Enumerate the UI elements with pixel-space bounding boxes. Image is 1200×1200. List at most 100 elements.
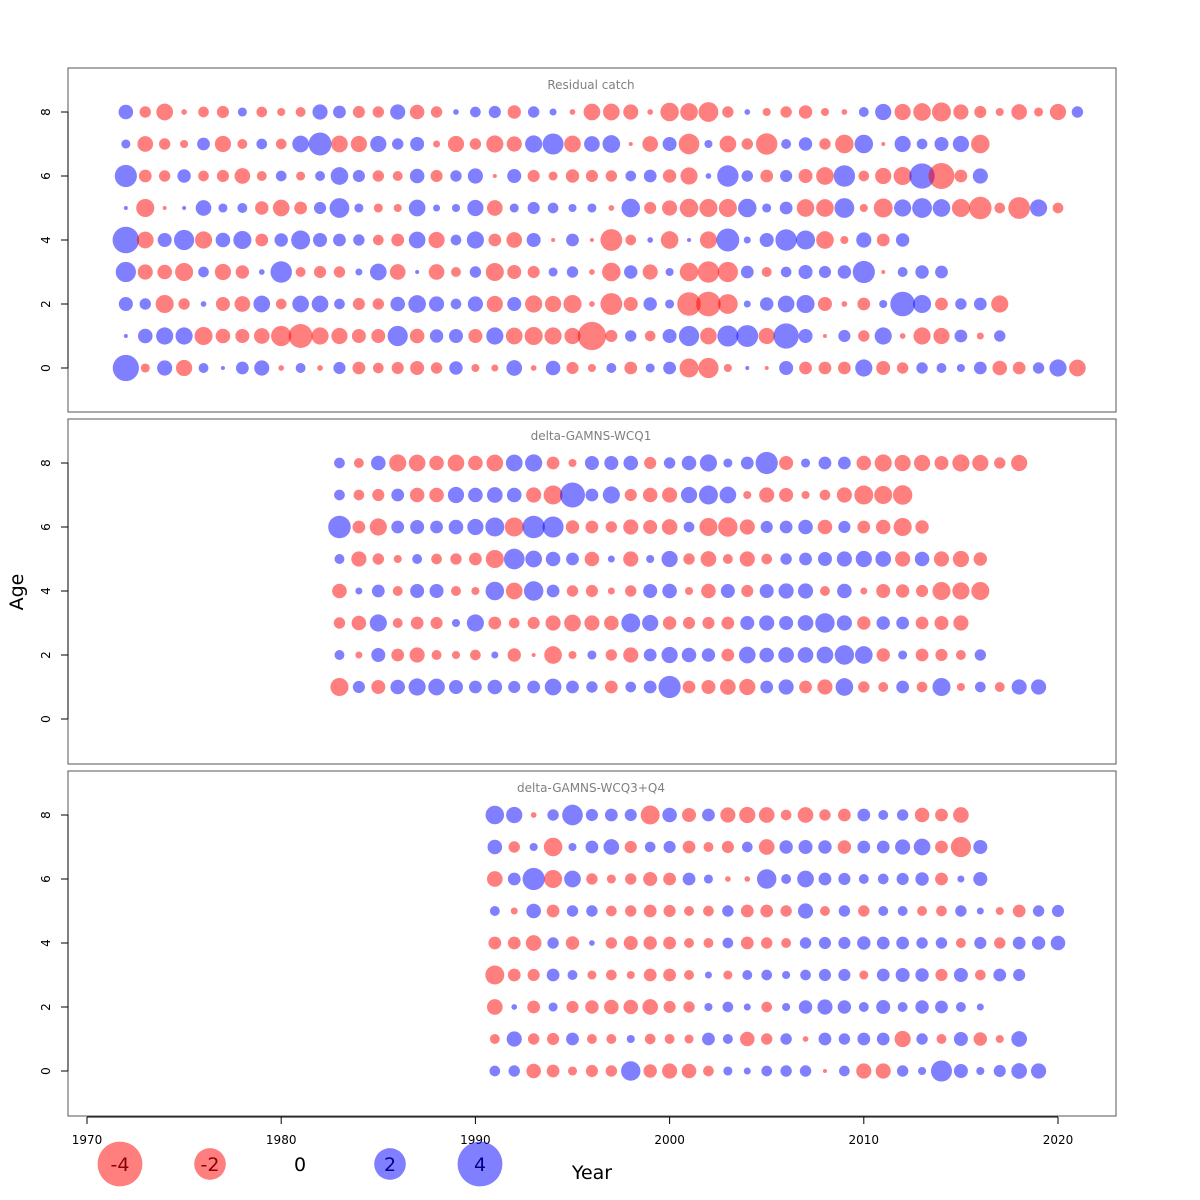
bubble <box>890 291 915 317</box>
bubble <box>661 550 678 568</box>
bubble <box>606 363 617 373</box>
bubble <box>112 226 140 254</box>
bubble <box>511 1004 518 1010</box>
bubble <box>760 937 773 949</box>
bubble <box>564 870 581 888</box>
bubble <box>216 169 230 183</box>
bubble <box>893 517 912 537</box>
bubble <box>295 267 306 277</box>
bubble <box>647 237 654 243</box>
bubble <box>157 264 172 280</box>
bubble <box>352 297 365 311</box>
bubble <box>296 171 306 181</box>
bubble <box>390 104 406 120</box>
bubble <box>527 1000 541 1014</box>
bubble <box>643 297 657 311</box>
bubble <box>818 361 832 375</box>
bubble <box>489 1034 500 1044</box>
bubble <box>994 202 1006 214</box>
bubble <box>315 171 326 181</box>
bubble <box>716 228 740 252</box>
bubble <box>760 520 773 534</box>
bubble <box>935 648 948 662</box>
bubble <box>392 138 404 150</box>
bubble <box>566 680 579 694</box>
bubble <box>679 198 699 218</box>
bubble <box>529 842 538 852</box>
bubble <box>625 234 637 246</box>
bubble <box>856 455 872 471</box>
bubble <box>114 164 137 188</box>
bubble <box>506 1031 522 1047</box>
bubble <box>858 170 870 182</box>
bubble <box>526 903 541 919</box>
bubble <box>585 584 598 598</box>
bubble <box>662 487 678 503</box>
bubble <box>470 649 481 661</box>
bubble <box>448 519 464 535</box>
bubble <box>954 169 968 183</box>
bubble <box>566 585 579 597</box>
bubble <box>662 328 677 344</box>
bubble <box>1051 904 1065 918</box>
bubble <box>913 327 931 345</box>
bubble <box>680 167 698 185</box>
bubble <box>875 103 892 121</box>
bubble <box>485 965 505 985</box>
bubble <box>451 203 461 213</box>
bubble <box>1012 361 1026 375</box>
bubble <box>605 1065 618 1077</box>
bubble <box>896 809 909 821</box>
bubble <box>745 365 750 371</box>
bubble <box>857 808 871 822</box>
bubble <box>701 679 716 695</box>
bubble <box>391 648 405 662</box>
bubble <box>957 875 965 883</box>
bubble <box>935 265 948 279</box>
bubble <box>852 260 875 284</box>
bubble <box>930 1060 952 1082</box>
bubble <box>491 651 499 659</box>
bubble <box>485 805 505 825</box>
bubble <box>725 876 731 882</box>
bubble <box>508 680 521 694</box>
bubble <box>587 363 596 373</box>
bubble <box>816 199 834 217</box>
bubble <box>718 517 738 537</box>
bubble <box>705 173 712 179</box>
bubble <box>953 1031 968 1047</box>
bubble <box>896 936 910 950</box>
bubble <box>313 201 327 215</box>
bubble <box>898 650 908 660</box>
bubble <box>973 839 988 855</box>
bubble <box>157 232 172 248</box>
bubble <box>642 487 658 503</box>
bubble <box>702 1032 715 1046</box>
bubble <box>583 103 601 121</box>
bubble <box>545 615 561 631</box>
bubble <box>486 295 503 313</box>
bubble <box>798 839 813 855</box>
bubble <box>717 261 738 283</box>
bubble <box>527 680 541 694</box>
bubble <box>780 106 792 118</box>
bubble <box>352 680 365 694</box>
bubble <box>934 136 949 152</box>
bubble <box>683 1001 695 1013</box>
bubble <box>643 936 657 950</box>
bubble <box>508 841 520 853</box>
bubble <box>854 485 874 505</box>
bubble <box>780 266 792 278</box>
bubble <box>372 553 385 565</box>
bubble <box>662 1063 678 1079</box>
bubble <box>140 363 150 373</box>
bubble <box>623 296 638 312</box>
panel-3: delta-GAMNS-WCQ3+Q4 0 2 4 6 8 <box>39 770 1117 1117</box>
bubble <box>644 841 656 853</box>
bubble <box>876 936 890 950</box>
bubble <box>932 581 951 601</box>
bubble <box>896 872 909 886</box>
bubble <box>488 936 502 950</box>
bubble <box>1011 1031 1027 1047</box>
bubble <box>606 874 616 884</box>
